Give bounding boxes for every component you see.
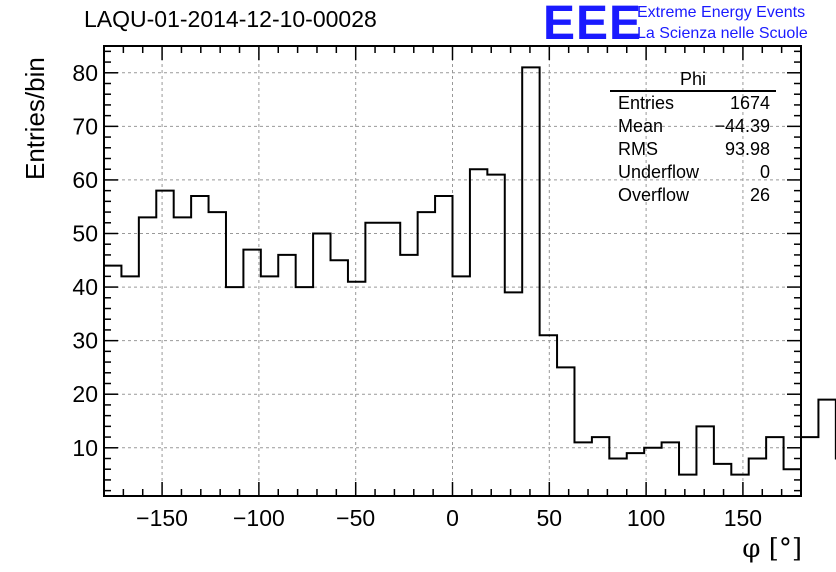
stat-label: Overflow (618, 185, 690, 205)
histogram-bin (522, 67, 539, 496)
x-tick-label: 150 (724, 505, 762, 531)
stat-value: 93.98 (724, 139, 770, 159)
histogram-bin (696, 426, 713, 496)
histogram-bin (505, 292, 522, 496)
y-tick-label: 10 (72, 435, 98, 461)
histogram-bin (331, 260, 348, 496)
histogram-bin (243, 250, 260, 496)
histogram-bin (540, 335, 557, 496)
stat-row-mean: Mean −44.39 (610, 115, 776, 138)
y-tick-label: 60 (72, 167, 98, 193)
y-tick-label: 70 (72, 113, 98, 139)
histogram-bin (644, 448, 661, 496)
x-tick-label: 100 (627, 505, 665, 531)
y-tick-label: 80 (72, 60, 98, 86)
stat-row-rms: RMS 93.98 (610, 138, 776, 161)
y-tick-label: 50 (72, 221, 98, 247)
histogram-bin (348, 282, 365, 496)
histogram-bin (784, 469, 801, 496)
stats-title: Phi (610, 68, 776, 92)
x-tick-label: −50 (336, 505, 375, 531)
histogram-bin (174, 217, 191, 496)
histogram-bin (278, 255, 295, 496)
histogram-bin (139, 217, 156, 496)
eee-logo: EEE (543, 0, 643, 50)
logo-line-1: Extreme Energy Events (637, 4, 806, 21)
stat-value: 0 (759, 162, 770, 182)
y-tick-label: 20 (72, 381, 98, 407)
stat-value: 26 (749, 185, 770, 205)
stats-box: Phi Entries 1674 Mean −44.39 RMS 93.98 U… (610, 68, 776, 207)
stat-label: Mean (618, 116, 664, 136)
stat-row-entries: Entries 1674 (610, 92, 776, 115)
histogram-bin (418, 212, 435, 496)
histogram-bin (662, 442, 679, 496)
stat-value: −44.39 (714, 116, 770, 136)
histogram-bin (453, 276, 470, 496)
histogram-bin (818, 400, 835, 496)
histogram-bin (801, 437, 818, 496)
histogram-bin (209, 212, 226, 496)
histogram-bin (121, 276, 138, 496)
x-tick-label: 50 (537, 505, 563, 531)
histogram-bin (156, 191, 173, 496)
histogram-bin (714, 464, 731, 496)
histogram-bin (365, 223, 382, 496)
histogram-bin (766, 437, 783, 496)
histogram-bin (383, 223, 400, 496)
chart-title: LAQU-01-2014-12-10-00028 (84, 6, 377, 32)
histogram-bin (226, 287, 243, 496)
histogram-bin (261, 276, 278, 496)
histogram-bin (627, 453, 644, 496)
histogram-bin (400, 255, 417, 496)
histogram-bin (557, 367, 574, 496)
histogram-bin (470, 169, 487, 496)
histogram-bin (435, 196, 452, 496)
histogram-outline (104, 66, 836, 476)
histogram-bin (574, 442, 591, 496)
histogram-bin (104, 266, 121, 496)
x-tick-label: 0 (446, 505, 459, 531)
histogram-bin (749, 459, 766, 497)
histogram-bin (592, 437, 609, 496)
stat-label: Underflow (618, 162, 700, 182)
histogram-bin (679, 475, 696, 496)
logo-line-2: La Scienza nelle Scuole (637, 25, 808, 42)
stat-label: Entries (618, 93, 675, 113)
y-axis-label: Entries/bin (20, 57, 50, 180)
stat-value: 1674 (729, 93, 770, 113)
x-tick-label: −150 (136, 505, 188, 531)
histogram-bin (731, 475, 748, 496)
histogram-bin (296, 287, 313, 496)
histogram-bin (191, 196, 208, 496)
y-tick-label: 40 (72, 274, 98, 300)
histogram-bin (487, 175, 504, 496)
x-tick-label: −100 (233, 505, 285, 531)
y-tick-label: 30 (72, 328, 98, 354)
stat-label: RMS (618, 139, 658, 159)
histogram-bin (609, 459, 626, 497)
stat-row-underflow: Underflow 0 (610, 161, 776, 184)
stat-row-overflow: Overflow 26 (610, 184, 776, 207)
histogram-bin (313, 234, 330, 497)
x-axis-label: φ [°] (742, 534, 802, 564)
